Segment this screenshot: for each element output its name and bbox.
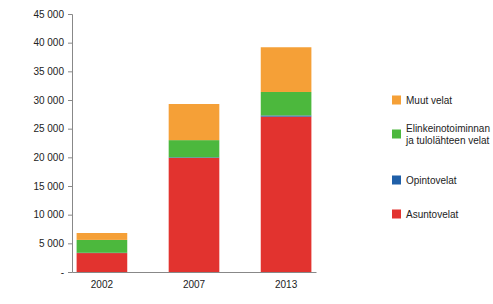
y-tick: 15 000 — [33, 181, 72, 192]
y-tick-label: 10 000 — [33, 209, 64, 220]
y-tick-label: - — [61, 267, 64, 278]
y-tick: 30 000 — [33, 95, 72, 106]
y-tick: - — [61, 267, 72, 278]
legend-swatch — [392, 96, 401, 105]
x-axis-line — [73, 272, 317, 273]
chart: - 5 000 10 000 15 000 20 000 25 000 30 000 35 0… — [0, 0, 493, 304]
x-tick-label: 2007 — [183, 279, 206, 290]
y-tick-mark — [68, 100, 72, 101]
y-tick-label: 5 000 — [39, 238, 64, 249]
y-tick-mark — [68, 129, 72, 130]
bar-segment — [261, 117, 312, 272]
y-tick-label: 40 000 — [33, 37, 64, 48]
y-tick-label: 30 000 — [33, 95, 64, 106]
y-tick-mark — [68, 186, 72, 187]
y-tick-label: 35 000 — [33, 66, 64, 77]
y-axis-line — [68, 15, 73, 273]
y-axis: - 5 000 10 000 15 000 20 000 25 000 30 000 35 0… — [33, 9, 72, 278]
legend-swatch — [392, 210, 401, 219]
bar-segment — [169, 104, 220, 140]
bar-segment — [169, 158, 220, 272]
bar-segment — [77, 253, 128, 272]
y-tick-mark — [68, 157, 72, 158]
legend-item: Muut velat — [392, 95, 452, 106]
legend-label: Elinkeinotoiminnanja tulolähteen velat — [405, 123, 490, 146]
y-tick: 25 000 — [33, 123, 72, 134]
bar-segment — [261, 47, 312, 92]
bar-segment — [261, 115, 312, 116]
legend-item: Elinkeinotoiminnanja tulolähteen velat — [392, 123, 490, 146]
x-tick-label: 2002 — [91, 279, 114, 290]
y-tick: 45 000 — [33, 9, 72, 20]
y-tick: 35 000 — [33, 66, 72, 77]
y-tick-label: 15 000 — [33, 181, 64, 192]
bar-segment — [169, 140, 220, 157]
legend-item: Opintovelat — [392, 175, 457, 186]
legend-item: Asuntovelat — [392, 209, 458, 220]
legend: Muut velat Elinkeinotoiminnanja tulolähte… — [392, 95, 490, 220]
bars — [77, 47, 312, 272]
y-tick: 20 000 — [33, 152, 72, 163]
y-tick: 40 000 — [33, 37, 72, 48]
x-tick-label: 2013 — [275, 279, 298, 290]
y-tick-label: 45 000 — [33, 9, 64, 20]
x-tick: 2002 — [91, 279, 114, 290]
legend-swatch — [392, 176, 401, 185]
legend-label: Asuntovelat — [406, 209, 458, 220]
y-tick-mark — [68, 243, 72, 244]
y-tick-mark — [68, 272, 72, 273]
y-tick-label: 25 000 — [33, 123, 64, 134]
legend-label: Muut velat — [406, 95, 452, 106]
y-tick-mark — [68, 215, 72, 216]
legend-swatch — [392, 130, 401, 139]
y-tick: 5 000 — [39, 238, 72, 249]
bar-segment — [261, 92, 312, 116]
x-tick: 2013 — [275, 279, 298, 290]
y-tick-mark — [68, 14, 72, 15]
bar-segment — [77, 240, 128, 253]
legend-label: Opintovelat — [406, 175, 457, 186]
y-tick-mark — [68, 43, 72, 44]
y-tick: 10 000 — [33, 209, 72, 220]
x-axis: 2002 2007 2013 — [73, 273, 317, 291]
y-tick-mark — [68, 71, 72, 72]
bar-segment — [77, 233, 128, 240]
y-tick-label: 20 000 — [33, 152, 64, 163]
x-tick: 2007 — [183, 279, 206, 290]
